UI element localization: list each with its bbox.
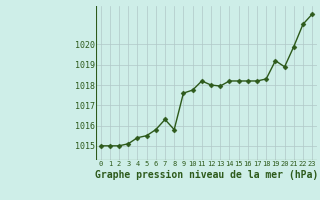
X-axis label: Graphe pression niveau de la mer (hPa): Graphe pression niveau de la mer (hPa) [95, 170, 318, 180]
